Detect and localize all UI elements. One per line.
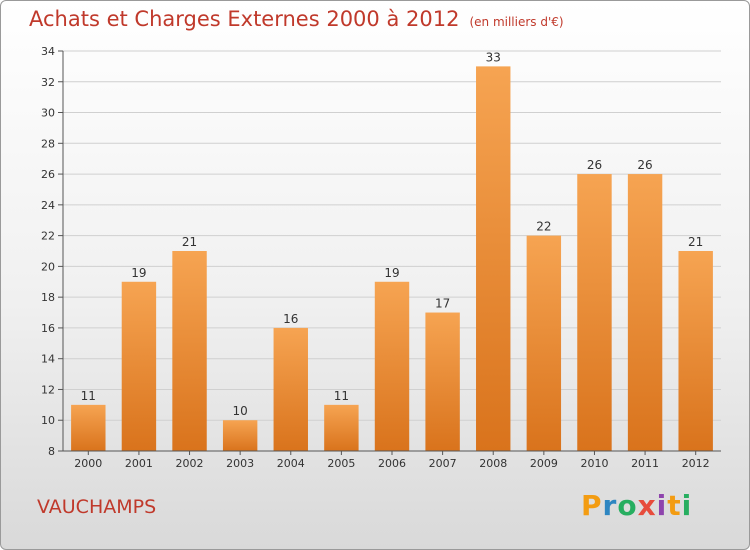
bar — [324, 404, 359, 451]
x-tick-label: 2003 — [226, 457, 254, 470]
bar-value-label: 33 — [486, 50, 501, 64]
x-tick-label: 2011 — [631, 457, 659, 470]
bar-value-label: 17 — [435, 297, 450, 311]
y-tick-label: 16 — [41, 322, 55, 335]
y-tick-label: 8 — [48, 445, 55, 458]
bar-value-label: 26 — [637, 158, 652, 172]
place-name: VAUCHAMPS — [37, 496, 157, 518]
chart-title: Achats et Charges Externes 2000 à 2012 (e… — [29, 7, 564, 31]
y-tick-label: 32 — [41, 76, 55, 89]
bar — [222, 420, 258, 451]
x-tick-label: 2009 — [530, 457, 558, 470]
bar-value-label: 11 — [334, 389, 349, 403]
x-tick-label: 2004 — [277, 457, 305, 470]
logo-letter: x — [637, 489, 657, 522]
logo-letter: i — [656, 489, 668, 522]
bar — [577, 174, 612, 452]
y-tick-label: 18 — [41, 291, 55, 304]
bar — [627, 174, 663, 452]
bar-value-label: 11 — [81, 389, 96, 403]
logo-letter: P — [581, 489, 603, 522]
bar — [374, 281, 410, 451]
bar — [425, 312, 460, 451]
x-tick-label: 2010 — [580, 457, 608, 470]
bar — [121, 281, 157, 451]
bar-value-label: 22 — [536, 220, 551, 234]
y-tick-label: 10 — [41, 414, 55, 427]
y-tick-label: 26 — [41, 168, 55, 181]
bar — [678, 251, 713, 451]
bar-value-label: 19 — [131, 266, 146, 280]
x-tick-label: 2008 — [479, 457, 507, 470]
bars: 11 19 21 10 16 11 19 17 33 22 26 26 21 — [71, 50, 713, 452]
y-tick-label: 30 — [41, 107, 55, 120]
bar — [476, 66, 511, 451]
logo-letter: o — [617, 489, 638, 522]
proxiti-logo: Proxiti — [581, 489, 692, 522]
bar-value-label: 21 — [688, 235, 703, 249]
chart-title-text: Achats et Charges Externes 2000 à 2012 — [29, 7, 460, 31]
x-tick-label: 2000 — [74, 457, 102, 470]
x-tick-label: 2006 — [378, 457, 406, 470]
x-tick-label: 2001 — [125, 457, 153, 470]
axes: 8 10 12 14 16 18 20 22 24 26 28 30 32 34 2000 2001 2002 2… — [41, 45, 721, 470]
y-tick-label: 34 — [41, 45, 55, 58]
y-tick-label: 14 — [41, 353, 55, 366]
logo-letter: t — [667, 489, 682, 522]
x-tick-label: 2012 — [682, 457, 710, 470]
chart-unit: (en milliers d'€) — [469, 15, 564, 29]
x-tick-label: 2007 — [429, 457, 457, 470]
logo-letter: r — [602, 489, 618, 522]
bar-value-label: 10 — [233, 404, 248, 418]
bar — [71, 404, 106, 451]
bar-value-label: 16 — [283, 312, 298, 326]
bar — [273, 327, 308, 451]
y-tick-label: 22 — [41, 230, 55, 243]
bar-value-label: 19 — [384, 266, 399, 280]
bar-value-label: 21 — [182, 235, 197, 249]
y-tick-label: 24 — [41, 199, 55, 212]
x-tick-label: 2002 — [176, 457, 204, 470]
x-tick-label: 2005 — [327, 457, 355, 470]
y-tick-label: 28 — [41, 137, 55, 150]
bar-value-label: 26 — [587, 158, 602, 172]
y-tick-label: 12 — [41, 383, 55, 396]
y-tick-label: 20 — [41, 260, 55, 273]
bar — [526, 235, 562, 451]
logo-letter: i — [681, 489, 693, 522]
bar — [172, 251, 207, 451]
